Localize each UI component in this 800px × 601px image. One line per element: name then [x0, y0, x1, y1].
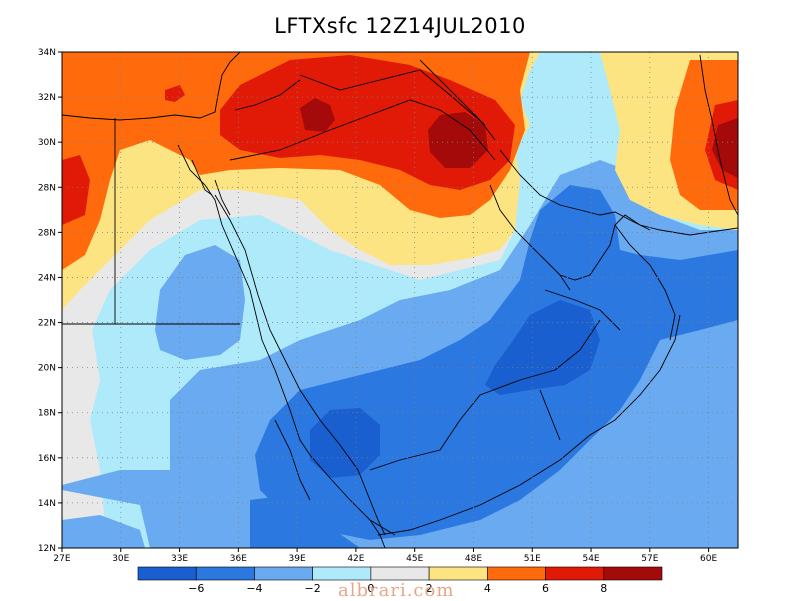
colorbar-segment [487, 566, 546, 581]
lon-tick-label: 48E [465, 554, 482, 564]
lat-tick-label: 24N [38, 273, 56, 283]
lat-tick-label: 30N [38, 138, 56, 148]
lon-tick-label: 51E [524, 554, 541, 564]
lon-tick-label: 30E [112, 554, 129, 564]
border-iran-east [699, 54, 738, 216]
lon-tick-label: 27E [53, 554, 70, 564]
band-6-to-8-spot [165, 85, 185, 102]
colorbar-label: −2 [305, 582, 321, 595]
lat-tick-label: 34N [38, 48, 56, 58]
mediterranean-coast [62, 52, 241, 121]
colorbar-label: 4 [484, 582, 491, 595]
colorbar-label: −4 [246, 582, 262, 595]
border-saudi-yemen [369, 319, 601, 471]
lat-tick-label: 12N [38, 544, 56, 554]
colorbar-segment [254, 566, 313, 581]
colorbar-segment [603, 566, 663, 581]
colorbar-label: 8 [600, 582, 607, 595]
lat-tick-label: 20N [38, 364, 56, 374]
colorbar-label: 2 [426, 582, 433, 595]
lon-tick-label: 60E [700, 554, 717, 564]
lat-tick-label: 28N [38, 228, 56, 238]
lat-tick-label: 16N [38, 454, 56, 464]
iran-coast [499, 149, 651, 231]
colorbar-segment [195, 566, 255, 581]
persian-gulf-coast [489, 184, 738, 281]
lifted-index-field [62, 52, 738, 548]
border-saudi-oman [544, 289, 621, 331]
lon-tick-label: 36E [230, 554, 247, 564]
arabia-south-coast [377, 314, 681, 536]
border-uae [559, 274, 571, 291]
border-yemen-oman [539, 389, 561, 441]
lat-tick-label: 32N [38, 93, 56, 103]
colorbar-label: 0 [367, 582, 374, 595]
lon-tick-label: 39E [289, 554, 306, 564]
lon-tick-label: 57E [641, 554, 658, 564]
lon-tick-label: 33E [171, 554, 188, 564]
band-below-minus6-east [485, 300, 600, 395]
band-minus4-to-minus2-sw [62, 515, 145, 548]
colorbar-segment [545, 566, 605, 581]
longitude-labels: 27E 30E 33E 36E 39E 42E 45E 48E 51E 54E 57E 60E [53, 548, 717, 564]
gulf-of-suez [191, 159, 213, 196]
colorbar-segment [137, 566, 197, 581]
band-below-minus6-west [310, 408, 380, 478]
colorbar-label: −6 [188, 582, 204, 595]
band-above-8-b [428, 112, 488, 168]
lat-tick-label: 28N [38, 183, 56, 193]
lat-tick-label: 14N [38, 499, 56, 509]
border-jordan [234, 79, 301, 111]
border-saudi-north [229, 99, 496, 161]
colorbar: −6 −4 −2 0 2 4 6 8 [137, 566, 663, 595]
colorbar-segment [312, 566, 372, 581]
band-minus4-to-minus2-west [155, 245, 245, 360]
red-sea-east-coast [214, 194, 386, 536]
border-sudan-eritrea [274, 419, 311, 501]
gulf-of-aqaba [214, 179, 231, 216]
band-above-8-a [300, 98, 335, 132]
coastlines-borders [62, 52, 738, 548]
horn-of-africa-coast [369, 519, 386, 548]
lon-tick-label: 42E [347, 554, 364, 564]
band-minus6-to-minus4-south [250, 495, 360, 548]
lon-tick-label: 54E [582, 554, 599, 564]
colorbar-segment [370, 566, 430, 581]
red-sea-west-coast [177, 144, 396, 536]
border-iraq [299, 69, 486, 126]
lat-tick-label: 22N [38, 319, 56, 329]
latitude-labels: 34N 32N 30N 28N 28N 24N 22N 20N 18N 16N 14N 12N [38, 48, 62, 554]
band-6-to-8-west [62, 155, 90, 225]
plot-frame [61, 51, 739, 549]
map-title: LFTXsfc 12Z14JUL2010 [274, 14, 526, 38]
lon-tick-label: 45E [406, 554, 423, 564]
lat-tick-label: 18N [38, 409, 56, 419]
border-iran-iraq [419, 59, 496, 141]
band-above-8-c [712, 118, 738, 178]
colorbar-label: 6 [542, 582, 549, 595]
watermark: albrari.com [338, 580, 455, 601]
colorbar-segment [428, 566, 488, 581]
